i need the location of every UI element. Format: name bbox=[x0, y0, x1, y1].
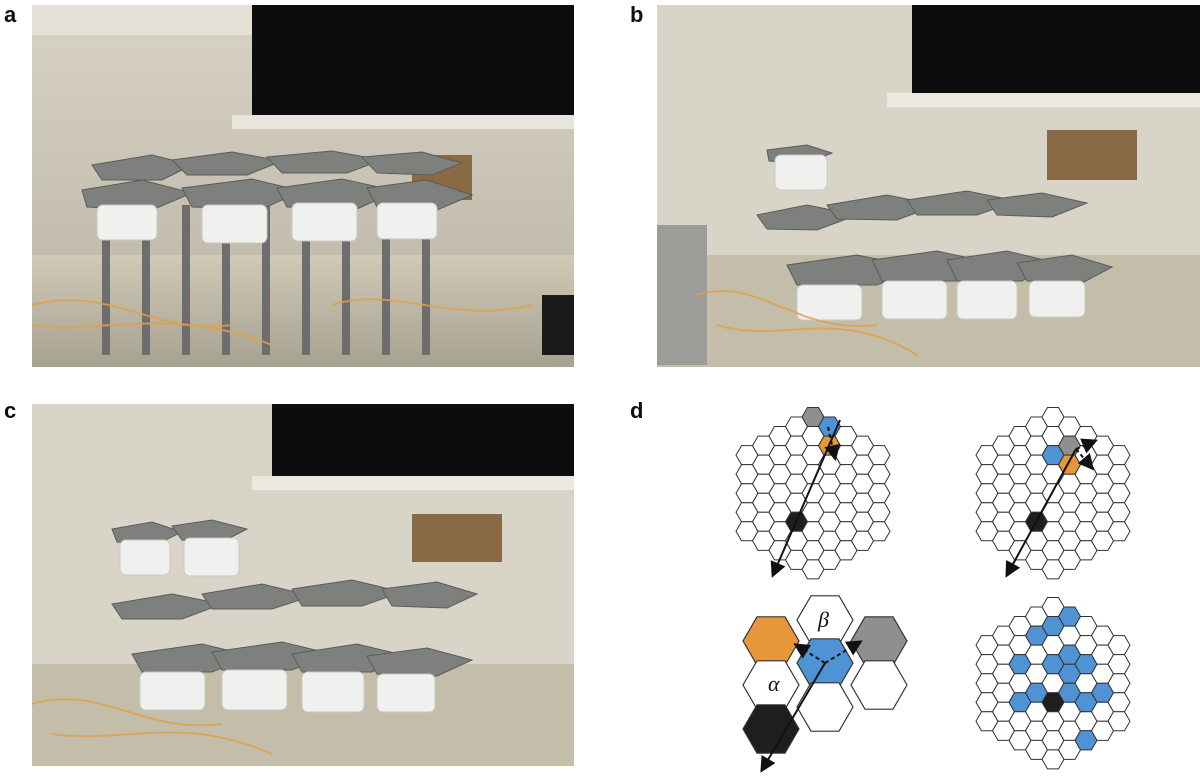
movement-arrows bbox=[760, 419, 1098, 773]
trajectory-arrow bbox=[760, 662, 826, 773]
photo-a-hexagonal-robot-array bbox=[32, 5, 574, 367]
hex-grid-bottom-right bbox=[975, 597, 1131, 770]
label-alpha: α bbox=[768, 671, 780, 696]
hexagon-movement-diagrams: β α bbox=[735, 407, 1131, 773]
step-arrow bbox=[824, 426, 840, 462]
zoom-hex-cell bbox=[850, 616, 908, 666]
hex-cell bbox=[867, 445, 891, 466]
zoom-hex-cell bbox=[850, 660, 908, 710]
hex-cell bbox=[867, 521, 891, 542]
zoom-hex-cell bbox=[742, 704, 800, 754]
photo-b-hexagonal-robot-array bbox=[657, 5, 1200, 367]
hex-cell bbox=[867, 483, 891, 504]
panel-label-d: d bbox=[630, 398, 644, 423]
hex-cell bbox=[1107, 502, 1131, 523]
hex-grid-top-right bbox=[975, 407, 1131, 580]
hex-zoom-bottom-left bbox=[742, 595, 908, 754]
hex-cell bbox=[1107, 635, 1131, 656]
trajectory-arrow bbox=[1005, 448, 1077, 578]
hex-cell bbox=[1107, 521, 1131, 542]
hex-cell bbox=[867, 502, 891, 523]
hex-cell bbox=[1107, 692, 1131, 713]
hex-grid-top-left bbox=[735, 407, 891, 580]
panel-label-b: b bbox=[630, 2, 644, 27]
hex-cell bbox=[1107, 483, 1131, 504]
hex-cell bbox=[1107, 654, 1131, 675]
photo-c-hexagonal-robot-array bbox=[32, 404, 574, 766]
panel-label-a: a bbox=[4, 2, 17, 27]
zoom-hex-cell bbox=[742, 616, 800, 666]
hex-cell bbox=[1107, 711, 1131, 732]
hex-cell bbox=[867, 464, 891, 485]
step-arrow bbox=[1075, 438, 1098, 454]
hex-cell bbox=[1107, 464, 1131, 485]
step-arrow bbox=[793, 643, 826, 664]
panel-label-c: c bbox=[4, 398, 17, 423]
hex-cell bbox=[1107, 673, 1131, 694]
label-beta: β bbox=[817, 607, 829, 632]
zoom-hex-cell bbox=[796, 682, 854, 732]
hex-cell bbox=[1107, 445, 1131, 466]
